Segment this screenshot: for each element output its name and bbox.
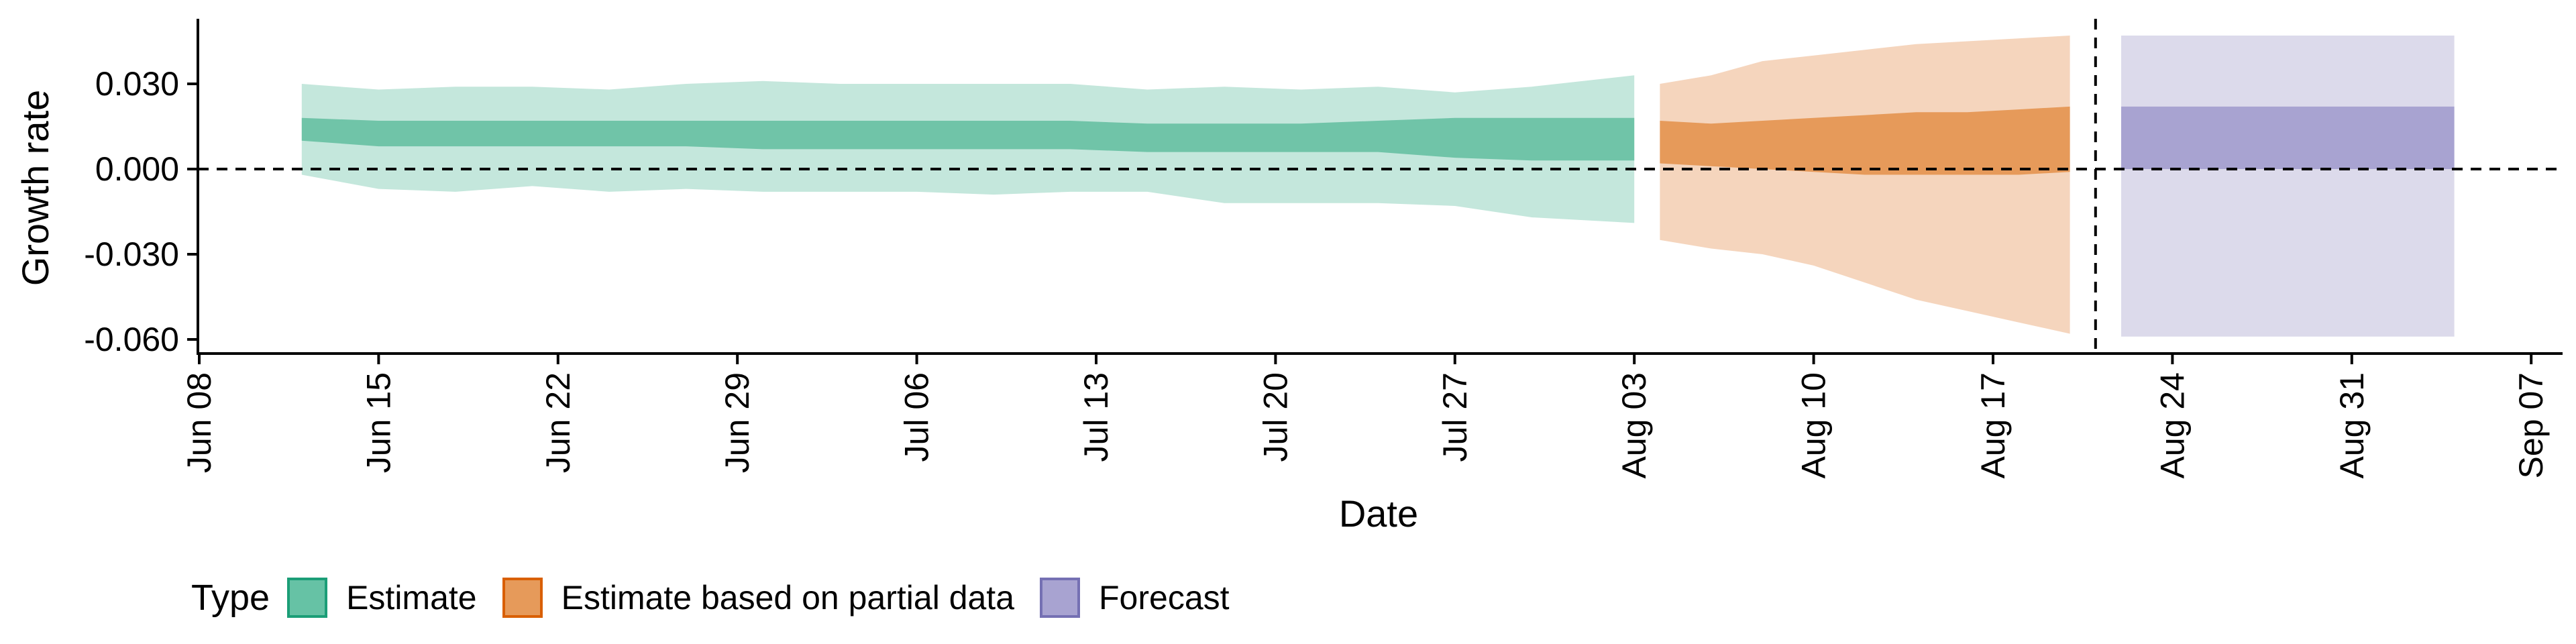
x-tick-label: Aug 17 xyxy=(1974,372,2012,478)
y-tick-label: 0.030 xyxy=(95,65,179,103)
legend-item-forecast: Forecast xyxy=(1040,578,1230,618)
ribbon-inner-forecast xyxy=(2121,106,2455,169)
legend-title: Type xyxy=(191,578,270,618)
x-tick-label: Sep 07 xyxy=(2512,372,2550,478)
legend-label: Estimate xyxy=(346,579,477,616)
legend: Type Estimate Estimate based on partial … xyxy=(191,577,1255,619)
ribbon-outer-forecast xyxy=(2121,36,2455,337)
x-tick-label: Jun 15 xyxy=(360,372,397,473)
x-tick-label: Aug 10 xyxy=(1795,372,1833,478)
ribbon-inner-partial-data xyxy=(1660,106,2070,175)
ribbon-layer xyxy=(301,36,2455,337)
y-axis-title: Growth rate xyxy=(14,90,56,286)
legend-item-estimate: Estimate xyxy=(287,578,477,618)
x-tick-label: Jun 22 xyxy=(539,372,577,473)
x-tick-label: Jul 13 xyxy=(1077,372,1115,462)
x-tick-label: Aug 03 xyxy=(1615,372,1653,478)
legend-label: Estimate based on partial data xyxy=(561,579,1015,616)
y-tick-label: 0.000 xyxy=(95,150,179,188)
ribbon-inner-estimate xyxy=(301,117,1635,161)
ribbon-outer-partial-data xyxy=(1660,36,2070,334)
x-tick-label: Jun 29 xyxy=(718,372,756,473)
legend-key-partial xyxy=(502,578,543,618)
x-tick-label: Jul 06 xyxy=(898,372,936,462)
legend-item-partial: Estimate based on partial data xyxy=(502,578,1014,618)
legend-key-estimate xyxy=(287,578,328,618)
x-tick-label: Aug 31 xyxy=(2333,372,2371,478)
y-tick-label: -0.060 xyxy=(84,321,179,358)
x-axis-title: Date xyxy=(1339,492,1418,535)
y-tick-label: -0.030 xyxy=(84,235,179,273)
x-tick-label: Jul 20 xyxy=(1256,372,1294,462)
x-tick-label: Jun 08 xyxy=(180,372,218,473)
legend-label: Forecast xyxy=(1099,579,1230,616)
x-tick-label: Aug 24 xyxy=(2153,372,2191,478)
legend-key-forecast xyxy=(1040,578,1081,618)
x-tick-label: Jul 27 xyxy=(1436,372,1474,462)
